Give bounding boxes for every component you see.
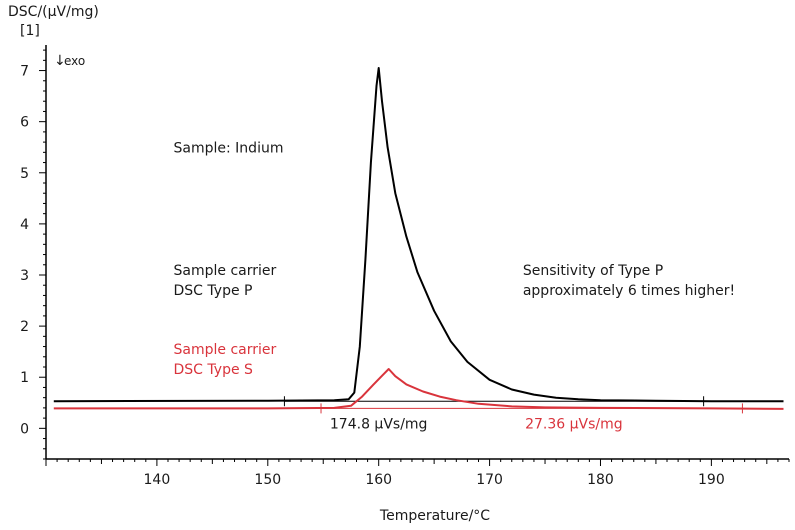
- annotation-3: Sample carrier DSC Type S: [174, 342, 277, 378]
- y-tick-label: 6: [20, 115, 29, 131]
- series-line-1: [53, 67, 784, 403]
- annotation-2: Sample carrier DSC Type P: [174, 263, 277, 299]
- x-tick-label: 160: [365, 472, 392, 488]
- x-tick-label: 140: [144, 472, 171, 488]
- annotation-5: 174.8 µVs/mg: [330, 416, 428, 432]
- annotation-6: 27.36 µVs/mg: [525, 416, 623, 432]
- axes: [45, 45, 789, 460]
- annotation-line: 27.36 µVs/mg: [525, 416, 623, 432]
- annotation-1: Sample: Indium: [174, 140, 284, 156]
- x-tick-label: 180: [587, 472, 614, 488]
- y-tick-label: 2: [20, 319, 29, 335]
- exo-label: exo: [64, 54, 85, 68]
- annotation-line: 174.8 µVs/mg: [330, 416, 428, 432]
- y-tick-label: 0: [20, 421, 29, 437]
- annotation-4: Sensitivity of Type P approximately 6 tim…: [523, 263, 735, 299]
- annotation-line: approximately 6 times higher!: [523, 283, 735, 299]
- y-tick-label: 1: [20, 370, 29, 386]
- down-arrow-icon: ↓: [54, 53, 66, 69]
- x-tick-label: 150: [254, 472, 281, 488]
- y-tick-label: 4: [20, 217, 29, 233]
- x-tick-label: 170: [476, 472, 503, 488]
- annotation-line: DSC Type S: [174, 362, 253, 378]
- series-line-2: [53, 368, 784, 410]
- annotation-line: DSC Type P: [174, 283, 253, 299]
- exo-direction-indicator: ↓ exo: [54, 53, 85, 69]
- ticks: 140 150 160 170 180 190 0 1 2 3 4 5 6 7: [20, 49, 790, 488]
- annotation-line: Sensitivity of Type P: [523, 263, 663, 279]
- x-tick-label: 190: [698, 472, 725, 488]
- y-tick-label: 3: [20, 268, 29, 284]
- annotation-line: Sample: Indium: [174, 140, 284, 156]
- annotation-line: Sample carrier: [174, 263, 277, 279]
- y-tick-label: 7: [20, 64, 29, 80]
- x-axis-label: Temperature/°C: [379, 508, 490, 524]
- annotation-line: Sample carrier: [174, 342, 277, 358]
- series-lines: [53, 67, 784, 414]
- y-axis-label: DSC/(µV/mg): [8, 4, 99, 20]
- y-axis-index: [1]: [20, 23, 40, 39]
- y-tick-label: 5: [20, 166, 29, 182]
